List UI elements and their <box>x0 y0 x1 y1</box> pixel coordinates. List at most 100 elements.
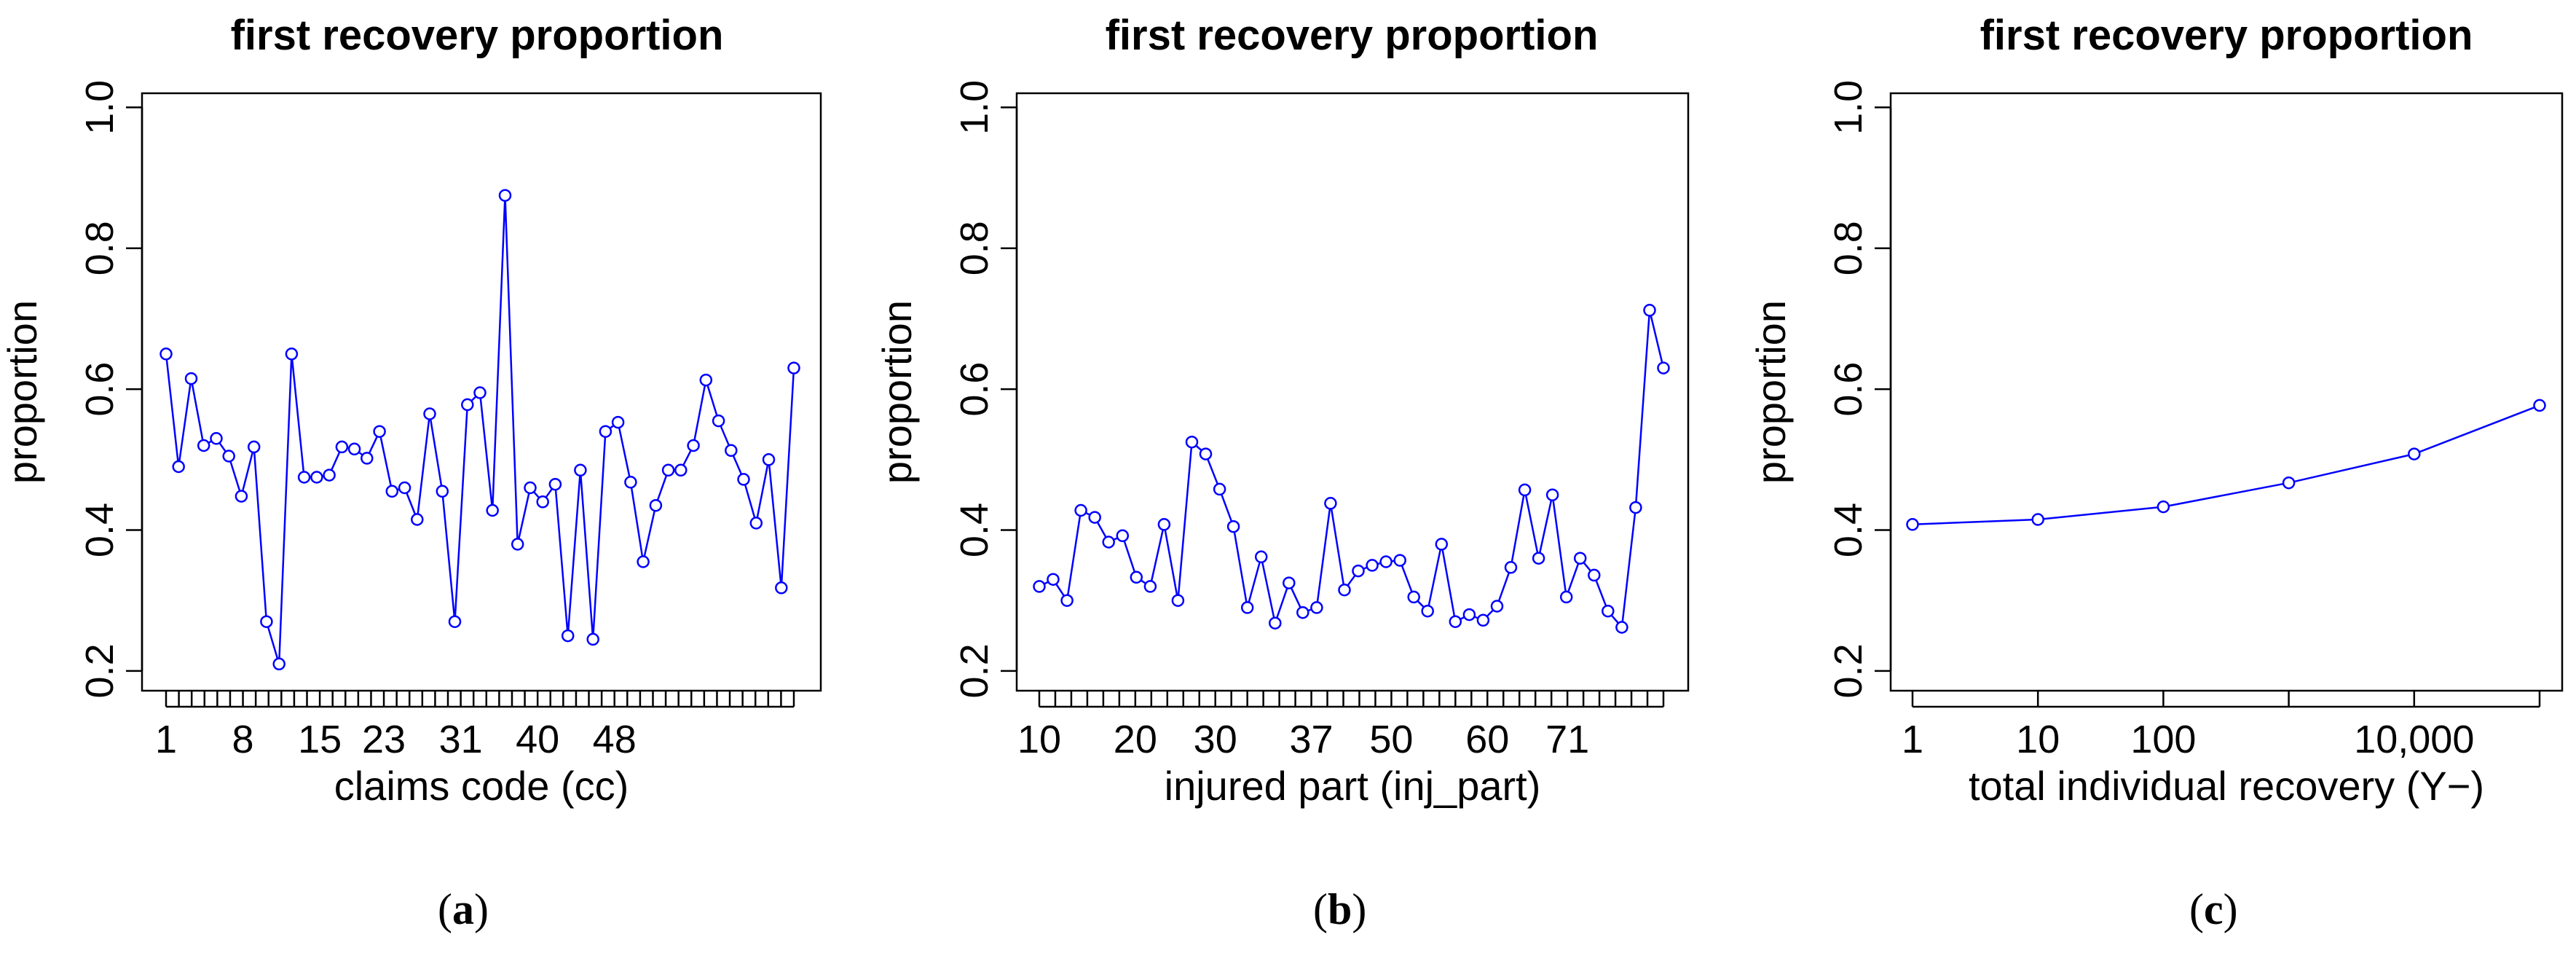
data-point <box>2156 500 2170 514</box>
data-point <box>649 498 663 512</box>
data-point <box>2533 399 2546 412</box>
x-tick-label: 40 <box>516 718 559 761</box>
data-point <box>385 485 399 498</box>
y-tick-label: 1.0 <box>953 80 996 135</box>
data-point <box>574 463 587 477</box>
data-point <box>762 453 776 466</box>
data-point <box>1226 519 1240 533</box>
x-tick-label: 100 <box>2130 718 2196 761</box>
x-tick-label: 15 <box>298 718 342 761</box>
data-point <box>2408 447 2421 460</box>
data-point <box>1615 621 1628 634</box>
y-tick-label: 0.8 <box>953 221 996 275</box>
y-tick-label: 0.6 <box>78 362 122 417</box>
x-tick-label: 1 <box>155 718 177 761</box>
data-point <box>222 450 235 463</box>
data-point <box>1213 482 1226 496</box>
data-point <box>398 481 411 495</box>
data-point <box>1588 568 1601 582</box>
data-point <box>197 439 210 452</box>
data-point <box>1518 483 1532 497</box>
caption-open-paren: ( <box>1313 885 1328 933</box>
chart-title: first recovery proportion <box>1980 12 2473 59</box>
data-point <box>775 581 788 595</box>
y-tick-label: 1.0 <box>78 80 122 135</box>
data-point <box>561 629 575 643</box>
caption-letter: a <box>452 885 474 933</box>
data-point <box>637 555 650 568</box>
caption-open-paren: ( <box>438 885 452 933</box>
data-point <box>737 473 750 486</box>
data-point <box>1573 552 1587 565</box>
data-point <box>687 439 700 452</box>
series-line <box>1039 310 1665 630</box>
data-point <box>1407 590 1420 604</box>
data-point <box>1476 613 1490 627</box>
data-point <box>674 463 688 477</box>
data-point <box>511 538 524 551</box>
panel-a: first recovery proportion 0.2 0.4 0.6 0.8 1.0… <box>0 12 822 933</box>
data-point <box>1906 518 1919 531</box>
data-point <box>1545 488 1559 501</box>
data-point <box>536 495 549 509</box>
data-point <box>1157 518 1171 531</box>
data-point <box>1602 604 1615 618</box>
data-point <box>210 432 223 445</box>
x-tick-label: 60 <box>1465 718 1509 761</box>
data-point <box>1629 501 1642 514</box>
caption-close-paren: ) <box>2224 885 2238 933</box>
data-point <box>1033 580 1046 593</box>
chart-title: first recovery proportion <box>1106 12 1599 59</box>
data-point <box>1047 573 1060 586</box>
caption-close-paren: ) <box>1352 885 1366 933</box>
panel-caption: (a) <box>438 885 489 933</box>
data-point <box>787 361 800 374</box>
data-point <box>2282 476 2296 490</box>
data-point <box>335 440 349 454</box>
caption-close-paren: ) <box>474 885 489 933</box>
y-tick-label: 0.6 <box>1827 362 1870 417</box>
data-point <box>599 425 613 438</box>
caption-open-paren: ( <box>2189 885 2204 933</box>
data-point <box>1559 590 1573 604</box>
data-point <box>1393 554 1406 567</box>
y-tick-label: 0.8 <box>78 221 122 275</box>
data-point <box>1366 559 1379 572</box>
panel-caption: (b) <box>1313 885 1366 933</box>
y-tick-label: 0.4 <box>78 503 122 557</box>
x-tick-label: 8 <box>232 718 254 761</box>
x-tick-label: 20 <box>1114 718 1157 761</box>
series-line <box>165 195 795 664</box>
data-point <box>1171 594 1185 607</box>
data-point <box>1240 601 1254 614</box>
y-tick-label: 0.2 <box>78 643 122 698</box>
data-point <box>172 460 185 474</box>
data-point <box>1462 608 1476 621</box>
data-point <box>159 348 173 361</box>
x-tick-label: 10 <box>2016 718 2060 761</box>
data-point <box>297 471 311 484</box>
data-point <box>498 189 512 202</box>
data-point <box>247 440 261 454</box>
data-point <box>1532 552 1545 565</box>
plot-frame <box>1889 92 2564 692</box>
data-point <box>712 414 725 428</box>
data-point <box>448 615 462 628</box>
y-tick-label: 0.2 <box>953 643 996 698</box>
data-point <box>260 615 273 628</box>
data-point <box>2031 513 2044 526</box>
x-tick-label: 71 <box>1545 718 1589 761</box>
panel-b: first recovery proportion 0.2 0.4 0.6 0.8 1.0… <box>874 12 1690 933</box>
data-point <box>1504 561 1518 574</box>
data-point <box>1130 570 1143 584</box>
x-axis-label: total individual recovery (Y−) <box>1969 763 2484 809</box>
data-point <box>699 373 713 387</box>
data-point <box>1379 555 1393 568</box>
data-point <box>524 481 537 495</box>
data-point <box>1421 604 1434 618</box>
series-line <box>1912 404 2540 526</box>
data-point <box>1143 580 1157 593</box>
x-tick-label: 23 <box>362 718 406 761</box>
data-point <box>1643 304 1656 317</box>
data-point <box>1449 615 1462 628</box>
